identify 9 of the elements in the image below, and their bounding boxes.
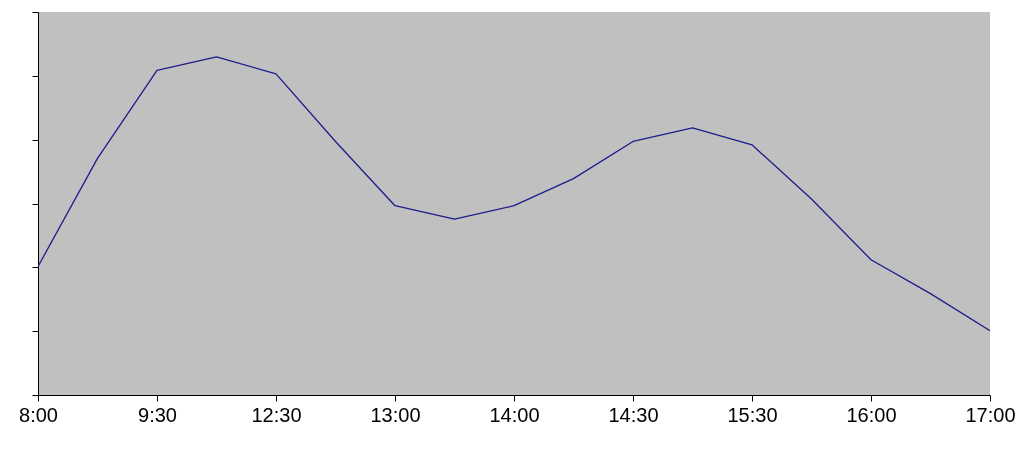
x-tick-label: 17:00	[965, 403, 1016, 426]
x-tick-label: 14:30	[608, 403, 659, 426]
x-tick-label: 13:00	[370, 403, 421, 426]
x-tick-label: 9:30	[138, 403, 177, 426]
x-tick-label: 8:00	[19, 403, 58, 426]
x-tick-label: 12:30	[251, 403, 302, 426]
x-tick-label: 15:30	[727, 403, 778, 426]
x-tick-label: 16:00	[846, 403, 897, 426]
x-tick-label: 14:00	[489, 403, 540, 426]
